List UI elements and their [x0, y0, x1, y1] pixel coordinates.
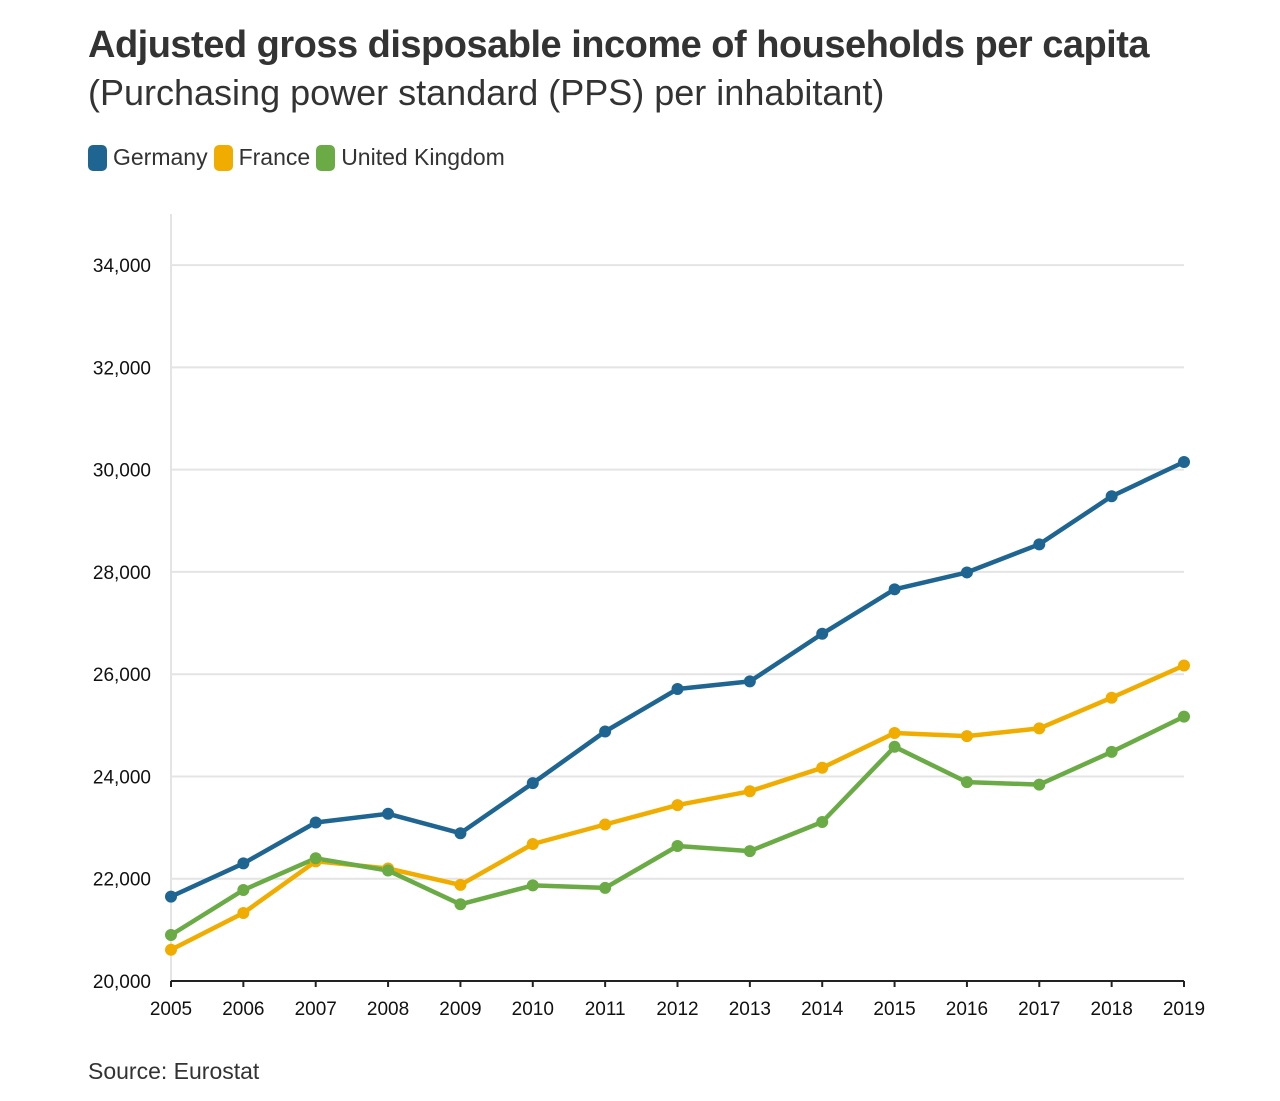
x-tick-label-2011: 2011 [585, 999, 626, 1020]
source-note: Source: Eurostat [88, 1058, 260, 1084]
y-tick-label-24000: 24,000 [93, 767, 151, 788]
legend-swatch-germany [88, 144, 107, 171]
x-tick-label-2010: 2010 [512, 999, 554, 1020]
point-germany-2016 [960, 566, 973, 579]
point-france-2012 [671, 799, 684, 812]
point-united-kingdom-2008 [382, 864, 395, 877]
point-germany-2013 [743, 675, 756, 688]
legend-swatch-france [213, 144, 233, 171]
x-tick-label-2017: 2017 [1018, 999, 1060, 1020]
y-tick-label-32000: 32,000 [93, 358, 151, 379]
point-france-2011 [599, 818, 612, 831]
point-germany-2019 [1178, 455, 1190, 468]
chart-subtitle: (Purchasing power standard (PPS) per inh… [88, 72, 885, 113]
x-tick-label-2006: 2006 [222, 999, 264, 1020]
point-france-2019 [1178, 659, 1190, 672]
point-united-kingdom-2011 [599, 881, 612, 894]
point-france-2014 [816, 761, 829, 774]
point-germany-2007 [309, 816, 322, 829]
point-united-kingdom-2013 [743, 845, 756, 858]
point-united-kingdom-2005 [165, 928, 177, 941]
x-tick-label-2005: 2005 [150, 999, 192, 1020]
legend-label-united-kingdom: United Kingdom [341, 144, 505, 170]
x-tick-label-2015: 2015 [873, 999, 915, 1020]
legend-label-france: France [238, 144, 311, 170]
point-germany-2010 [526, 777, 539, 790]
legend-item-france: France [213, 144, 311, 171]
legend-swatch-united-kingdom [316, 144, 336, 171]
point-germany-2005 [165, 890, 177, 903]
point-germany-2018 [1105, 490, 1118, 503]
point-france-2013 [743, 785, 756, 798]
y-tick-label-26000: 26,000 [93, 665, 151, 686]
legend-item-germany: Germany [88, 144, 208, 171]
point-france-2018 [1105, 691, 1118, 704]
point-united-kingdom-2018 [1105, 745, 1118, 758]
point-germany-2012 [671, 683, 684, 696]
point-germany-2014 [816, 627, 829, 640]
point-france-2017 [1033, 722, 1046, 735]
y-tick-label-20000: 20,000 [93, 972, 151, 993]
x-tick-label-2012: 2012 [656, 999, 698, 1020]
point-germany-2009 [454, 827, 467, 840]
x-tick-label-2016: 2016 [946, 999, 988, 1020]
y-tick-label-34000: 34,000 [93, 256, 151, 277]
point-france-2005 [165, 943, 177, 956]
point-united-kingdom-2015 [888, 740, 901, 753]
legend-item-united-kingdom: United Kingdom [316, 144, 505, 171]
x-tick-label-2007: 2007 [295, 999, 337, 1020]
point-united-kingdom-2007 [309, 852, 322, 865]
point-germany-2006 [237, 857, 250, 870]
point-united-kingdom-2009 [454, 898, 467, 911]
point-germany-2011 [599, 725, 612, 738]
series-line-germany [168, 459, 1187, 899]
point-france-2016 [960, 730, 973, 743]
point-france-2009 [454, 878, 467, 891]
series-line-united-kingdom [168, 714, 1187, 938]
point-france-2006 [237, 906, 250, 919]
chart-title: Adjusted gross disposable income of hous… [88, 24, 1150, 66]
point-united-kingdom-2019 [1178, 710, 1190, 723]
y-tick-label-30000: 30,000 [93, 461, 151, 482]
point-united-kingdom-2010 [526, 879, 539, 892]
point-united-kingdom-2006 [237, 883, 250, 896]
point-united-kingdom-2016 [960, 776, 973, 789]
point-france-2015 [888, 727, 901, 740]
legend-label-germany: Germany [113, 144, 208, 170]
x-tick-label-2009: 2009 [439, 999, 481, 1020]
point-germany-2008 [382, 807, 395, 820]
legend: Germany France United Kingdom [88, 144, 511, 171]
y-tick-label-22000: 22,000 [93, 870, 151, 891]
line-chart: 20,000 22,000 24,000 26,000 28,000 30,000 32,0… [93, 214, 1205, 1020]
point-united-kingdom-2017 [1033, 778, 1046, 791]
x-tick-label-2014: 2014 [801, 999, 844, 1020]
x-tick-label-2018: 2018 [1091, 999, 1133, 1020]
x-tick-label-2013: 2013 [729, 999, 771, 1020]
point-france-2010 [526, 837, 539, 850]
x-tick-label-2008: 2008 [367, 999, 409, 1020]
point-germany-2017 [1033, 538, 1046, 551]
point-germany-2015 [888, 583, 901, 596]
point-united-kingdom-2012 [671, 840, 684, 853]
x-tick-label-2019: 2019 [1163, 999, 1205, 1020]
point-united-kingdom-2014 [816, 815, 829, 828]
y-tick-label-28000: 28,000 [93, 563, 151, 584]
